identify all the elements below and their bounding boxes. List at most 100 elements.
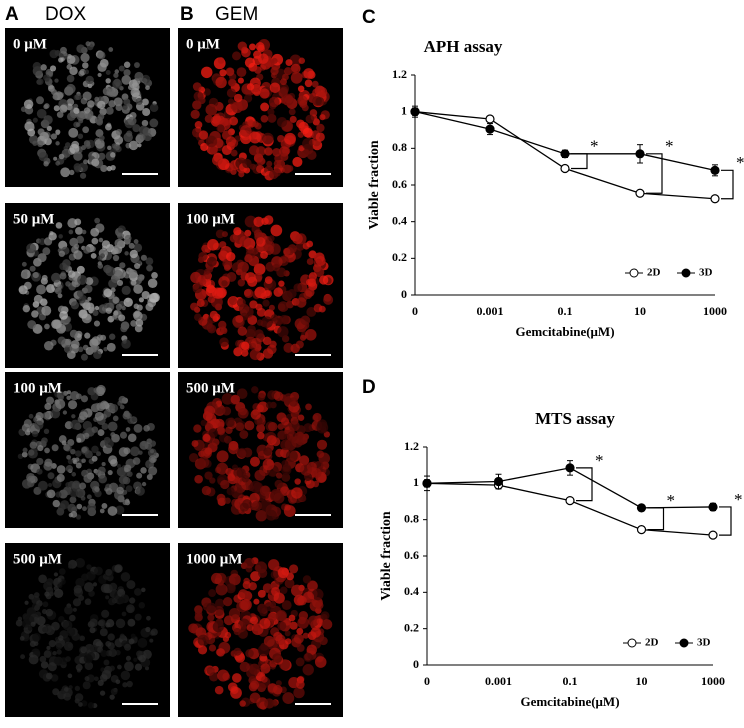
cell bbox=[122, 104, 128, 110]
cell bbox=[114, 238, 124, 248]
cell bbox=[207, 614, 215, 622]
cell bbox=[149, 118, 159, 128]
cell bbox=[137, 638, 148, 648]
cell bbox=[141, 587, 146, 593]
cell bbox=[82, 91, 92, 101]
cell bbox=[73, 250, 83, 260]
cell bbox=[109, 333, 116, 340]
cell bbox=[124, 661, 134, 672]
cell bbox=[204, 471, 213, 480]
cell bbox=[107, 421, 118, 432]
cell bbox=[302, 127, 313, 138]
cell bbox=[57, 284, 63, 290]
cell bbox=[194, 474, 203, 484]
cell bbox=[129, 249, 138, 259]
cell bbox=[277, 567, 289, 579]
cell bbox=[128, 242, 135, 249]
cell bbox=[215, 229, 225, 239]
legend-marker bbox=[627, 638, 637, 648]
cell bbox=[48, 639, 56, 648]
legend-label: 3D bbox=[697, 637, 711, 649]
cell bbox=[284, 132, 296, 145]
significance-label: * bbox=[736, 153, 744, 172]
cell bbox=[288, 397, 299, 407]
cell bbox=[205, 103, 218, 116]
cell bbox=[221, 280, 228, 287]
cell bbox=[297, 85, 305, 93]
cell bbox=[82, 506, 87, 512]
cell bbox=[146, 615, 151, 621]
cell bbox=[273, 287, 283, 297]
cell bbox=[62, 410, 68, 415]
cell bbox=[21, 261, 27, 267]
cell bbox=[55, 399, 66, 409]
cell bbox=[290, 72, 303, 84]
micrograph: 0 μM bbox=[178, 28, 343, 187]
cell bbox=[233, 93, 243, 103]
cell bbox=[216, 124, 225, 133]
cell bbox=[19, 636, 25, 641]
cell bbox=[27, 626, 33, 631]
cell bbox=[15, 619, 23, 627]
cell bbox=[20, 106, 27, 113]
cell bbox=[75, 450, 82, 457]
cell bbox=[222, 635, 230, 643]
cell bbox=[277, 423, 285, 430]
cell bbox=[97, 51, 106, 60]
cell bbox=[55, 491, 62, 498]
cell bbox=[229, 234, 238, 243]
cell bbox=[105, 487, 113, 495]
cell bbox=[65, 465, 74, 473]
cell bbox=[256, 237, 264, 245]
cell bbox=[300, 315, 311, 326]
cell bbox=[94, 345, 100, 351]
cell bbox=[222, 406, 232, 416]
cell bbox=[33, 592, 40, 598]
cell bbox=[69, 69, 75, 75]
cell bbox=[75, 227, 83, 235]
cell bbox=[56, 323, 67, 334]
significance-bracket bbox=[571, 153, 588, 170]
cell bbox=[94, 138, 105, 149]
cell bbox=[288, 614, 296, 622]
cell bbox=[97, 72, 102, 77]
cell bbox=[239, 599, 250, 611]
cell bbox=[303, 652, 313, 663]
significance-label: * bbox=[667, 491, 676, 510]
cell bbox=[137, 274, 145, 282]
cell bbox=[81, 229, 87, 235]
legend-label: 2D bbox=[645, 637, 659, 649]
cell bbox=[91, 455, 98, 462]
cell bbox=[130, 320, 137, 327]
cell bbox=[316, 450, 325, 459]
cell bbox=[108, 87, 119, 98]
cell bbox=[55, 642, 63, 650]
cell bbox=[50, 133, 58, 140]
cell bbox=[27, 320, 37, 329]
cell bbox=[82, 681, 91, 690]
cell bbox=[302, 138, 314, 150]
data-point bbox=[485, 124, 495, 134]
data-point bbox=[410, 107, 420, 117]
cell bbox=[135, 97, 143, 106]
image-label: 1000 μM bbox=[186, 551, 242, 567]
cell bbox=[36, 108, 47, 119]
cell bbox=[145, 85, 150, 91]
cell bbox=[109, 694, 115, 700]
cell bbox=[77, 133, 84, 140]
cell bbox=[236, 388, 248, 400]
cell bbox=[73, 107, 80, 114]
cell bbox=[137, 143, 142, 148]
y-tick-label: 0.6 bbox=[404, 548, 419, 562]
cell bbox=[68, 229, 74, 235]
cell bbox=[101, 423, 109, 430]
cell bbox=[84, 112, 92, 120]
cell bbox=[303, 423, 313, 433]
cell bbox=[124, 234, 132, 242]
cell bbox=[204, 114, 213, 123]
cell bbox=[225, 417, 235, 428]
cell bbox=[306, 644, 318, 655]
cell bbox=[281, 472, 291, 482]
data-point bbox=[485, 114, 495, 124]
cell bbox=[82, 62, 89, 69]
